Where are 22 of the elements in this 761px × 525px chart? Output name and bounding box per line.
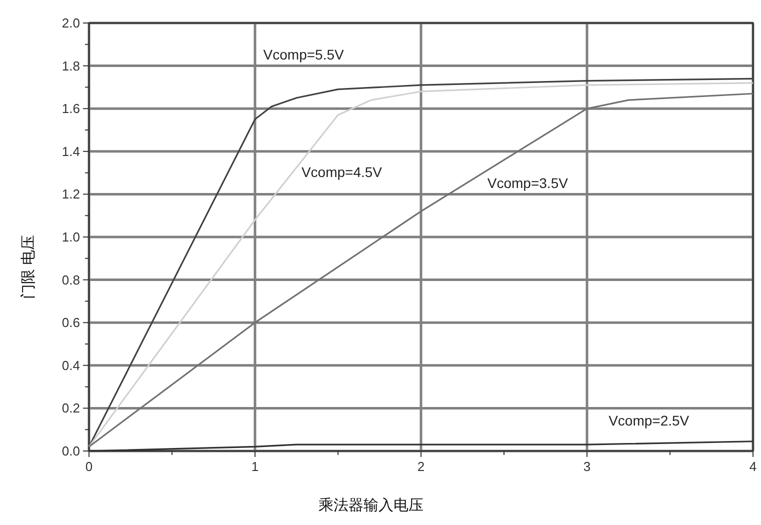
y-tick-label: 0.4: [62, 358, 80, 373]
y-tick-label: 0.6: [62, 315, 80, 330]
x-tick-label: 2: [417, 459, 425, 474]
y-tick-label: 1.6: [62, 101, 80, 116]
series-label: Vcomp=3.5V: [487, 174, 569, 191]
y-axis-title: 门限 电压: [20, 234, 37, 300]
y-tick-label: 1.4: [62, 144, 80, 159]
x-tick-label: 0: [85, 459, 93, 474]
y-tick-label: 1.2: [62, 186, 80, 202]
x-tick-label: 3: [583, 459, 591, 474]
y-tick-label: 2.0: [62, 16, 80, 30]
x-tick-label: 1: [251, 459, 259, 474]
y-tick-label: 0.8: [62, 272, 80, 288]
series-label: Vcomp=2.5V: [608, 412, 690, 428]
y-tick-label: 0.0: [62, 444, 80, 458]
series-label: Vcomp=5.5V: [263, 46, 345, 62]
y-tick-label: 0.2: [62, 400, 80, 416]
y-tick-label: 1.0: [62, 230, 80, 244]
y-tick-label: 1.8: [62, 58, 80, 74]
x-axis-title: 乘法器输入电压: [318, 497, 424, 514]
series-label: Vcomp=4.5V: [301, 164, 383, 180]
x-tick-label: 4: [749, 459, 757, 474]
